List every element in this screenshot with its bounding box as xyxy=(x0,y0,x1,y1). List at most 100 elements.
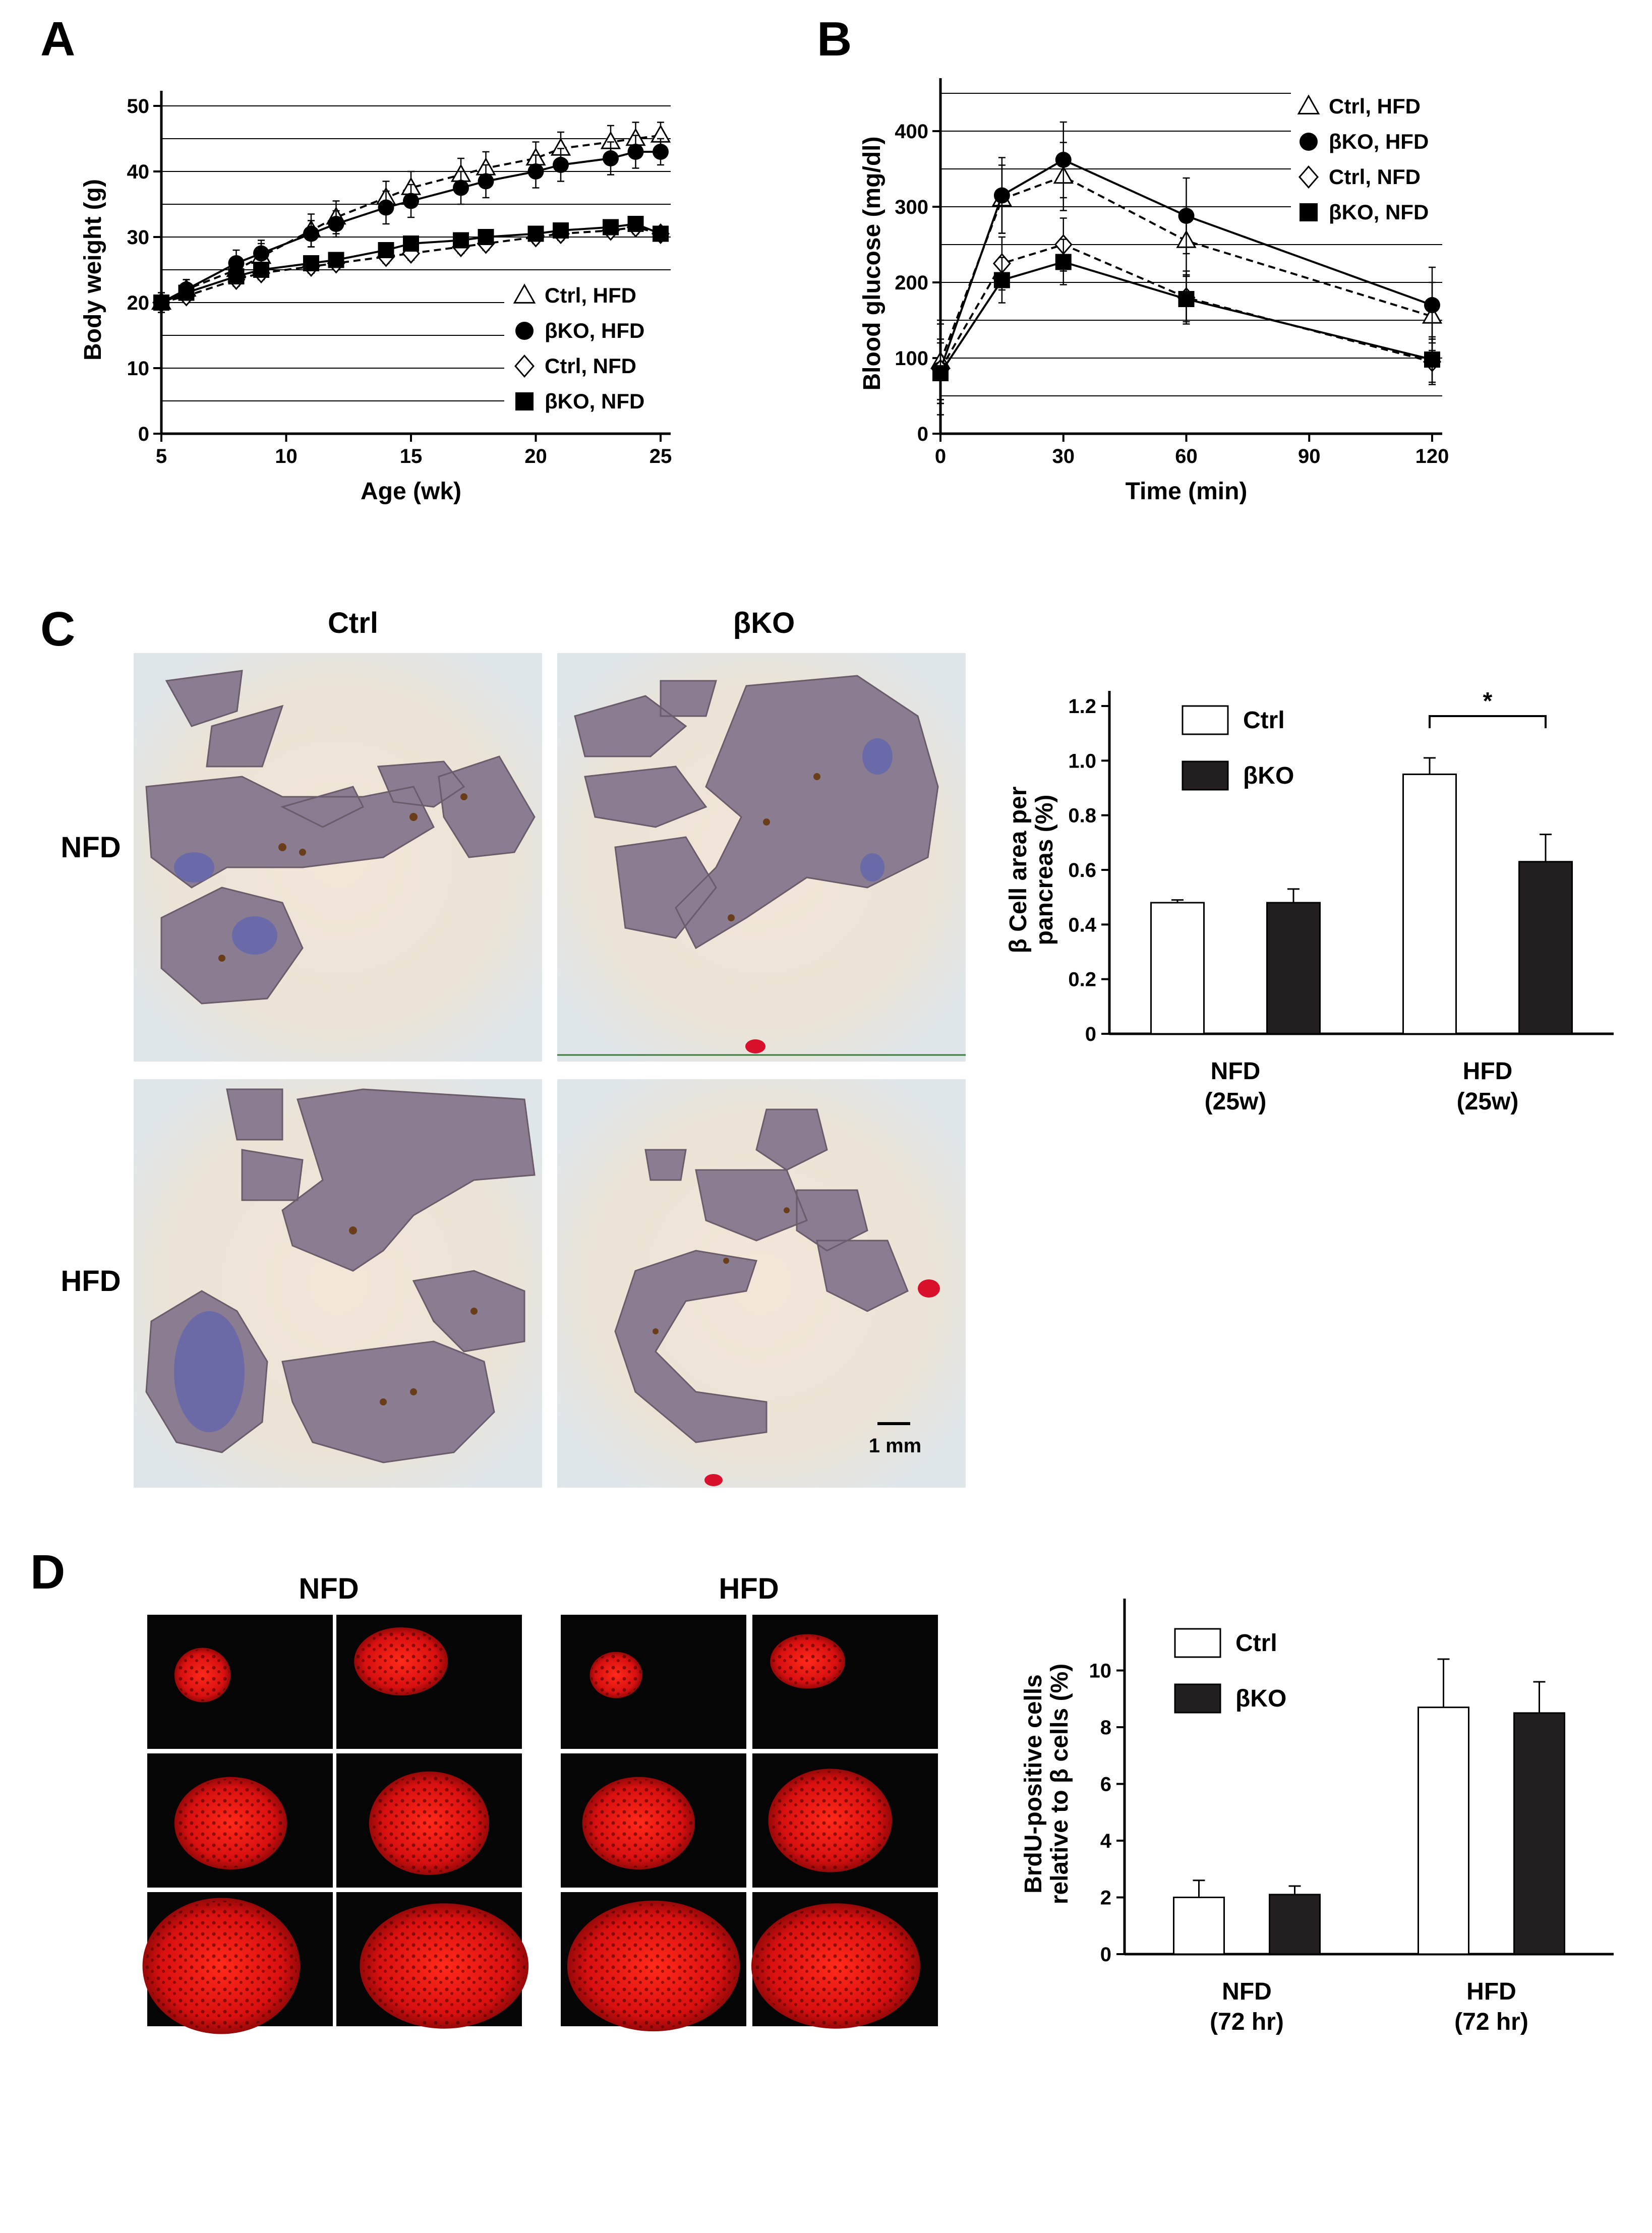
brdu-tile-hfd-r2c2-islet-cells xyxy=(771,1771,890,1870)
a-point xyxy=(627,216,644,232)
b-y-tick-label: 400 xyxy=(895,121,928,143)
brdu-tile-nfd-r3c1-islet-cells xyxy=(145,1900,297,2032)
b-x-tick-label: 90 xyxy=(1298,445,1321,467)
b-legend-marker xyxy=(1297,94,1320,114)
b-point xyxy=(1424,297,1440,313)
brdu-tile-nfd-r1c1 xyxy=(145,1613,335,1751)
micrograph-ctrl-hfd xyxy=(134,1079,542,1488)
b-point xyxy=(1424,351,1440,368)
a-point xyxy=(253,245,269,262)
b-y-tick-label: 0 xyxy=(917,423,928,445)
a-point xyxy=(403,193,419,209)
b-y-axis-label: Blood glucose (mg/dl) xyxy=(859,137,886,391)
a-point xyxy=(403,236,419,252)
scale-bar-50um-nfd: 50μm xyxy=(479,2207,519,2228)
d-x-category-label: HFD xyxy=(1466,1978,1516,2005)
d-col-header-nfd: NFD xyxy=(299,1572,359,1605)
scale-bar-1mm: 1 mm xyxy=(869,1422,921,1457)
d-y-tick-label: 6 xyxy=(1100,1774,1111,1796)
b-legend-marker xyxy=(1299,165,1319,189)
c-y-tick-label: 0.8 xyxy=(1068,805,1096,827)
panel-label-d: D xyxy=(30,1545,65,1599)
c-y-tick-label: 0.4 xyxy=(1068,914,1096,936)
a-point xyxy=(453,232,469,249)
a-legend-marker xyxy=(515,322,534,340)
a-point xyxy=(378,199,394,216)
a-point xyxy=(603,219,619,236)
a-y-tick-label: 40 xyxy=(127,161,150,183)
a-y-tick-label: 10 xyxy=(127,358,150,380)
c-y-tick-label: 0 xyxy=(1085,1023,1096,1045)
b-y-tick-label: 300 xyxy=(895,196,928,218)
d-legend-label: βKO xyxy=(1235,1685,1286,1712)
c-x-category-label: NFD xyxy=(1211,1058,1261,1085)
brdu-micrograph-grid xyxy=(142,1613,940,2034)
b-legend-label: Ctrl, HFD xyxy=(1329,94,1421,118)
d-y-axis-label: BrdU-positive cells xyxy=(1020,1674,1047,1894)
b-legend-label: Ctrl, NFD xyxy=(1329,165,1421,189)
a-point xyxy=(228,255,245,271)
a-legend-label: Ctrl, NFD xyxy=(545,354,636,378)
d-y-tick-label: 2 xyxy=(1100,1887,1111,1909)
d-legend-swatch xyxy=(1174,1683,1221,1714)
scale-bar-50um-hfd: 50μm xyxy=(895,2207,935,2228)
d-y-tick-label: 0 xyxy=(1100,1944,1111,1966)
a-point xyxy=(253,262,269,278)
panel-label-b: B xyxy=(817,12,852,66)
b-point xyxy=(1055,254,1072,270)
c-col-header-bko: βKO xyxy=(733,607,795,639)
b-y-tick-label: 100 xyxy=(895,347,928,370)
scale-bar-50um-nfd-label: 50μm xyxy=(481,2212,517,2228)
a-point xyxy=(228,268,245,284)
c-y-tick-label: 0.2 xyxy=(1068,969,1096,991)
a-x-tick-label: 25 xyxy=(650,445,672,467)
micrograph-bko-nfd xyxy=(557,653,966,1062)
a-x-tick-label: 5 xyxy=(156,445,167,467)
chart-b-blood-glucose: 0 100 200 300 400 0 30 60 90 120 Time (min) Blood g… xyxy=(859,78,1449,505)
brdu-tile-nfd-r1c2-islet-cells xyxy=(356,1628,446,1694)
brdu-tile-nfd-r2c1-islet-cells xyxy=(176,1779,285,1868)
panel-label-c: C xyxy=(40,602,75,656)
a-point xyxy=(553,157,569,173)
c-bar-ctrl-1 xyxy=(1402,773,1457,1035)
c-y-axis-label: pancreas (%) xyxy=(1031,795,1058,946)
brdu-tile-hfd-r3c2-islet-cells xyxy=(754,1906,917,2026)
d-col-header-hfd: HFD xyxy=(719,1572,779,1605)
a-point xyxy=(653,225,669,242)
a-legend-label: Ctrl, HFD xyxy=(545,283,636,307)
c-x-category-label: HFD xyxy=(1463,1058,1513,1085)
d-y-axis-label: relative to β cells (%) xyxy=(1046,1664,1073,1904)
c-y-tick-label: 0.6 xyxy=(1068,859,1096,882)
b-legend-label: βKO, HFD xyxy=(1329,130,1429,153)
c-significance-star: * xyxy=(1483,688,1493,715)
a-point xyxy=(328,216,344,232)
c-x-category-label: (25w) xyxy=(1457,1088,1519,1115)
brdu-tile-hfd-r1c2-islet-cells xyxy=(772,1635,844,1688)
a-point xyxy=(178,284,195,301)
chart-a-body-weight: 0 10 20 30 40 50 5 10 15 20 25 Age (wk) Body weight … xyxy=(80,91,672,505)
a-legend-label: βKO, NFD xyxy=(545,389,644,413)
b-legend-marker xyxy=(1300,203,1318,221)
d-bar-ctrl-1 xyxy=(1418,1707,1469,1955)
a-y-tick-label: 50 xyxy=(127,95,150,117)
b-x-tick-label: 120 xyxy=(1415,445,1449,467)
chart-c-beta-cell-area: 0 0.2 0.4 0.6 0.8 1.0 1.2 β Cell area per pancre… xyxy=(1005,688,1614,1115)
d-bar-ctrl-0 xyxy=(1173,1897,1225,1955)
a-point xyxy=(328,252,344,268)
c-legend-swatch xyxy=(1182,705,1229,735)
a-y-tick-label: 0 xyxy=(138,423,149,445)
a-legend-marker xyxy=(513,283,536,304)
brdu-tile-nfd-r3c2-islet-cells xyxy=(363,1906,525,2026)
brdu-tile-hfd-r1c1-islet-cells xyxy=(591,1653,641,1697)
a-x-tick-label: 10 xyxy=(275,445,298,467)
a-legend-marker xyxy=(515,392,534,410)
c-row-header-hfd: HFD xyxy=(61,1265,121,1298)
b-legend-marker xyxy=(1300,133,1318,151)
a-x-tick-label: 20 xyxy=(524,445,547,467)
chart-d-brdu: 0 2 4 6 8 10 BrdU-positive cells relative to β … xyxy=(1020,1599,1614,2035)
c-y-tick-label: 1.2 xyxy=(1068,695,1096,718)
c-legend-label: βKO xyxy=(1243,762,1294,789)
brdu-tile-hfd-r2c1-islet-cells xyxy=(584,1779,693,1868)
c-bar-βko-1 xyxy=(1518,861,1573,1035)
b-point xyxy=(1178,291,1195,307)
